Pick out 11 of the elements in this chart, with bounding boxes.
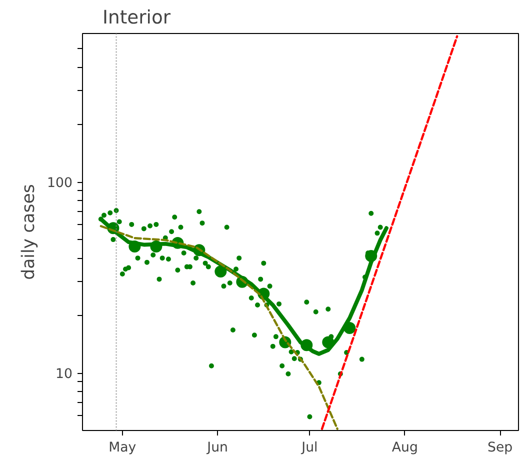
point bbox=[214, 266, 227, 278]
x-tick-label: Jul bbox=[300, 440, 318, 456]
y-axis-title: daily cases bbox=[19, 184, 40, 280]
y-tick-label: 100 bbox=[47, 176, 73, 192]
x-tick-label: May bbox=[108, 440, 136, 456]
x-tick-label: Jun bbox=[206, 440, 228, 456]
x-tick-label: Sep bbox=[488, 440, 513, 456]
chart-title: Interior bbox=[102, 8, 171, 28]
y-tick-label: 10 bbox=[56, 367, 73, 382]
line-series bbox=[100, 225, 338, 430]
x-tick-label: Aug bbox=[392, 440, 418, 456]
